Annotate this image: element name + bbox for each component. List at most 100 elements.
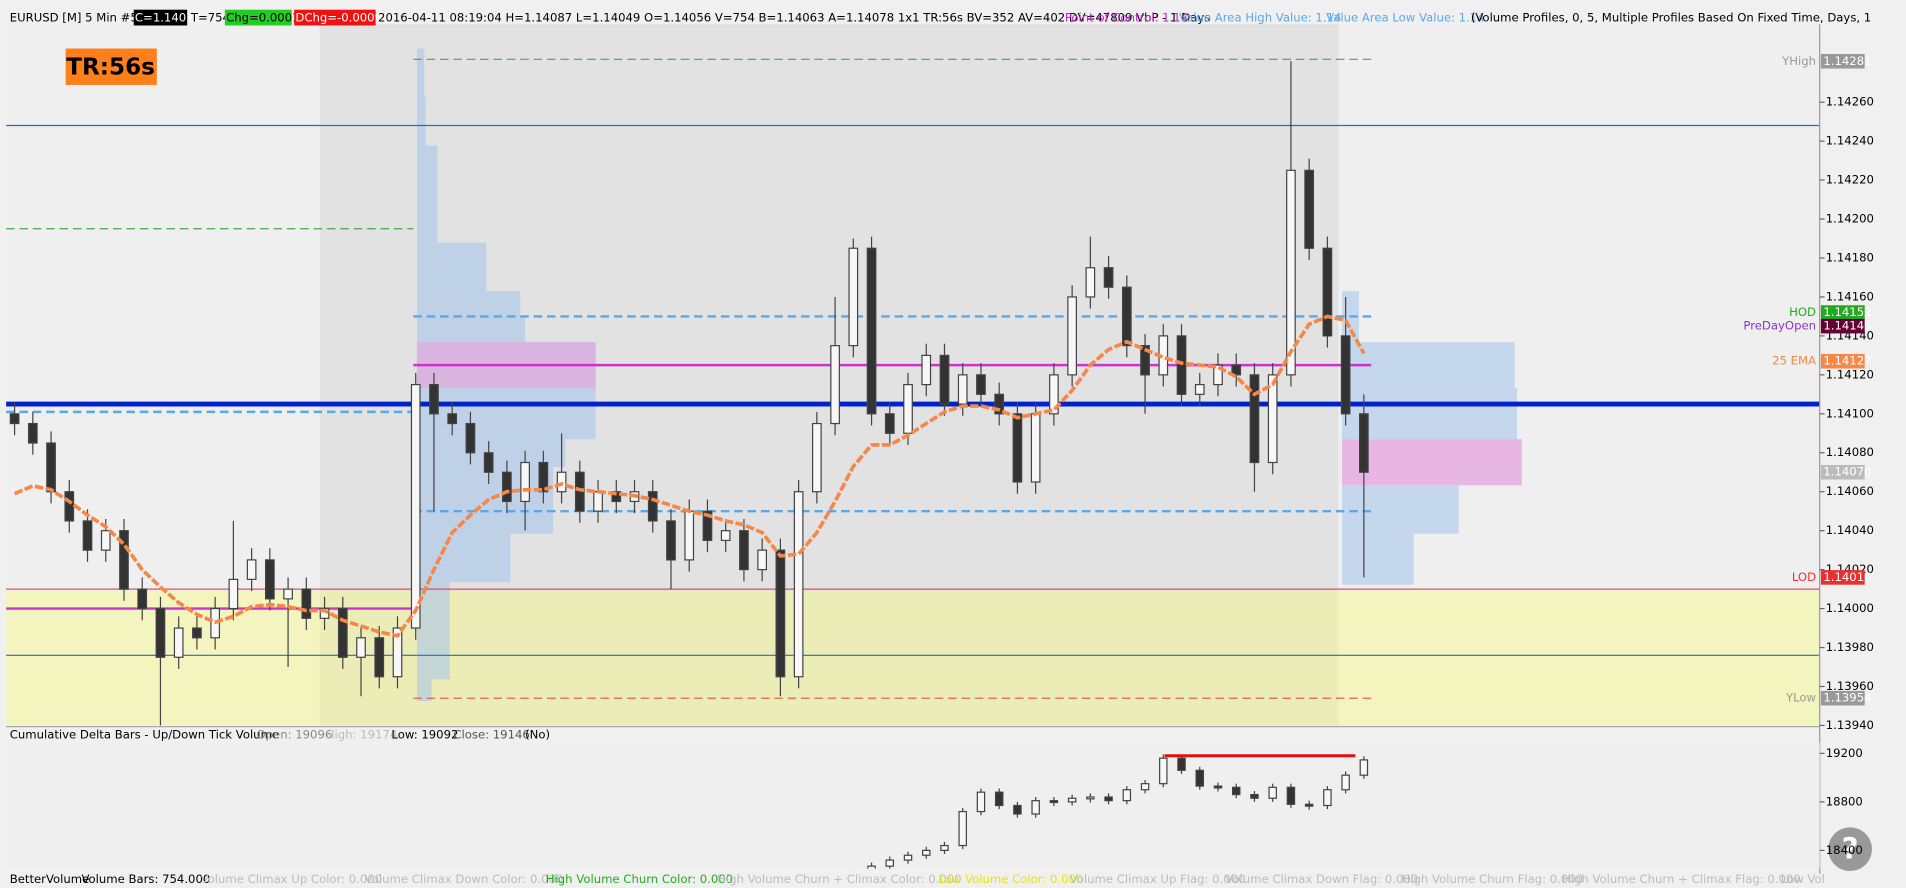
candle-body [994, 393, 1005, 415]
price-area [6, 58, 1820, 726]
candle-body [903, 383, 913, 434]
y-tick-label: 1.13960 [1826, 679, 1874, 693]
delta-stat: High: 19174 [326, 728, 397, 742]
delta-bar [1286, 786, 1296, 805]
delta-bar [885, 859, 895, 867]
candle-body [1067, 296, 1077, 376]
price-tag-label: 1.14145 [1823, 319, 1871, 333]
candle-body [27, 422, 38, 444]
header-text: DChg=-0.00096 [295, 11, 389, 25]
candle-body [429, 383, 439, 415]
candle-body [374, 637, 385, 678]
price-tag-name: HOD [1789, 305, 1816, 319]
candle-body [976, 374, 986, 395]
candle-body [830, 345, 840, 425]
footer-text: High Volume Churn + Climax Color: 0.000 [717, 872, 961, 886]
y-tick-label: 1.14040 [1826, 523, 1874, 537]
candle-body [283, 588, 293, 600]
candle-body [1194, 383, 1205, 395]
candle-body [775, 549, 786, 678]
candle-body [410, 383, 421, 629]
candle-body [556, 471, 567, 493]
help-icon[interactable]: ? [1842, 831, 1859, 865]
y-tick-label: 1.14080 [1826, 445, 1874, 459]
candle-body [137, 588, 148, 610]
price-tag [1820, 690, 1865, 706]
delta-bar [903, 854, 913, 861]
candle-body [921, 354, 932, 386]
candle-body [246, 559, 257, 580]
delta-stat: Open: 19096 [256, 728, 332, 742]
header-text: Value Area Low Value: 1.14 [1326, 11, 1484, 25]
candle-body [1140, 345, 1150, 376]
candle-body [1176, 335, 1187, 395]
delta-area [867, 754, 1369, 869]
y-tick-label: 1.14220 [1826, 173, 1874, 187]
y-tick-label: 1.14100 [1826, 406, 1874, 420]
footer-text: BetterVolume [10, 872, 90, 886]
price-tag [1820, 318, 1865, 334]
price-tag-label: 1.13954 [1823, 691, 1871, 705]
delta-stat: Low: 19092 [391, 728, 458, 742]
footer-text: Volume Bars: 754.000 [81, 872, 210, 886]
delta-bar [1195, 769, 1205, 787]
footer-text: High Volume Churn Flag: 0.000 [1402, 872, 1584, 886]
candle-body [757, 549, 768, 571]
price-axis [1819, 24, 1906, 874]
candle-body [502, 471, 512, 503]
price-tag-label: 1.14152 [1823, 305, 1871, 319]
header-text: Chg=0.00014 [226, 11, 307, 25]
candle-body [739, 530, 749, 571]
candle-body [319, 607, 330, 619]
y-tick-label: 1.14160 [1826, 289, 1874, 303]
candle-body [82, 520, 93, 551]
volume-profile-left [416, 48, 596, 702]
candle-body [520, 461, 530, 503]
candle-body [811, 422, 822, 493]
y-tick-label: 1.14260 [1826, 95, 1874, 109]
candle-body [593, 491, 603, 512]
delta-bar [1231, 786, 1241, 796]
candle-body [702, 510, 713, 542]
candle-body [1012, 413, 1023, 483]
footer-text: High Volume Churn + Climax Flag: 0.000 [1562, 872, 1801, 886]
candle-body [9, 413, 20, 425]
candle-body [538, 461, 549, 493]
price-tag [1820, 570, 1865, 585]
candle-body [647, 491, 658, 522]
delta-bar [1067, 797, 1077, 803]
candle-body [848, 247, 859, 347]
candle-body [1030, 413, 1041, 483]
delta-stat: Close: 19146 [453, 728, 529, 742]
candle-body [1121, 286, 1132, 347]
price-tag [1820, 353, 1865, 369]
delta-tick-label: 18800 [1826, 794, 1863, 808]
header-text: T=754 [190, 11, 230, 25]
help-button[interactable] [1828, 827, 1872, 872]
delta-bar [1140, 783, 1150, 791]
candle-body [1286, 169, 1296, 376]
candle-body [793, 491, 804, 678]
delta-bar [1268, 786, 1277, 799]
delta-bar [1013, 804, 1022, 815]
y-tick-label: 1.14240 [1826, 134, 1874, 148]
delta-bar [922, 849, 931, 856]
y-tick-label: 1.14120 [1826, 367, 1874, 381]
candle-body [684, 510, 695, 561]
delta-bar [940, 844, 949, 851]
volume-profile-right [1341, 291, 1518, 585]
delta-bar [994, 791, 1004, 807]
delta-bar [1159, 757, 1168, 785]
header-text: EURUSD [M] 5 Min #5 [10, 11, 138, 25]
footer-text: High Volume Churn Color: 0.000 [546, 872, 733, 886]
timer-text: TR:56s [66, 54, 155, 80]
candle-body [192, 627, 202, 639]
price-tag [1820, 464, 1865, 480]
delta-stat: (No) [525, 728, 550, 742]
delta-bar [1213, 785, 1223, 789]
price-tag [1820, 53, 1865, 69]
candle-body [392, 627, 403, 678]
price-tag-label: 1.14281 [1823, 54, 1871, 68]
candle-body [884, 413, 895, 434]
